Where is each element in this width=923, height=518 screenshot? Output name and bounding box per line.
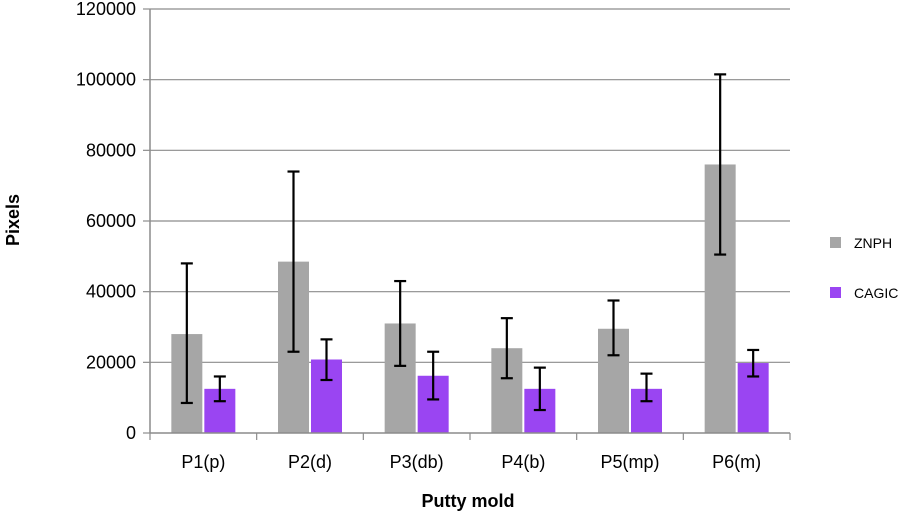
error-bar-znph — [500, 317, 513, 380]
axes — [149, 9, 791, 440]
y-tick-label: 40000 — [86, 282, 136, 302]
error-bar-znph — [180, 262, 193, 405]
x-tick-label: P4(b) — [501, 452, 545, 472]
legend-label-znph: ZNPH — [854, 235, 892, 251]
y-tick-label: 60000 — [86, 211, 136, 231]
error-bar-znph — [607, 299, 620, 357]
x-tick-label: P2(d) — [288, 452, 332, 472]
y-axis-tick-labels: 0 20000 40000 60000 80000 100000 120000 — [76, 0, 136, 443]
error-bar-cagic — [533, 366, 546, 412]
y-tick-label: 0 — [126, 423, 136, 443]
gridlines — [143, 8, 790, 434]
legend: ZNPH CAGIC — [830, 235, 898, 301]
y-tick-label: 120000 — [76, 0, 136, 19]
y-tick-label: 80000 — [86, 140, 136, 160]
legend-swatch-cagic — [830, 287, 841, 298]
error-bars — [180, 73, 760, 412]
error-bar-znph — [394, 279, 407, 367]
error-bar-znph — [714, 73, 727, 256]
error-bar-cagic — [427, 350, 440, 401]
y-axis-title: Pixels — [3, 194, 23, 246]
error-bar-znph — [287, 170, 300, 353]
legend-swatch-znph — [830, 237, 841, 248]
x-axis-title: Putty mold — [422, 491, 515, 511]
y-tick-label: 100000 — [76, 70, 136, 90]
bars — [171, 164, 769, 433]
x-tick-label: P5(mp) — [600, 452, 659, 472]
error-bar-cagic — [747, 348, 760, 378]
error-bar-cagic — [640, 372, 653, 403]
x-axis-tick-labels: P1(p) P2(d) P3(db) P4(b) P5(mp) P6(m) — [181, 452, 761, 472]
error-bar-cagic — [213, 375, 226, 403]
x-tick-label: P3(db) — [390, 452, 444, 472]
error-bar-cagic — [320, 338, 333, 382]
x-tick-label: P6(m) — [712, 452, 761, 472]
legend-label-cagic: CAGIC — [854, 285, 898, 301]
y-tick-label: 20000 — [86, 352, 136, 372]
x-tick-label: P1(p) — [181, 452, 225, 472]
